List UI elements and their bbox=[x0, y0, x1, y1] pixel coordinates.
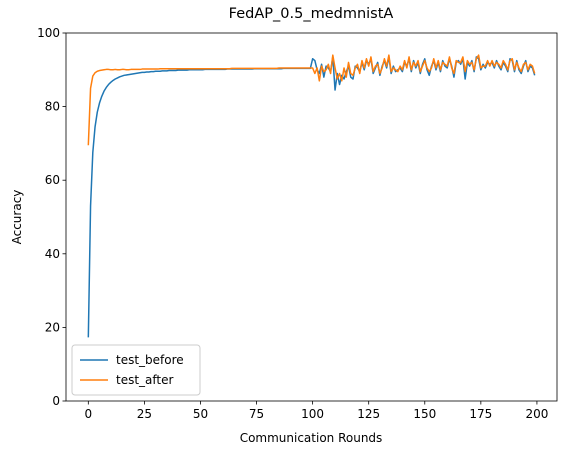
chart-title: FedAP_0.5_medmnistA bbox=[229, 6, 394, 22]
y-tick-label: 80 bbox=[45, 100, 60, 114]
line-series bbox=[87, 56, 536, 338]
y-axis-label: Accuracy bbox=[10, 190, 24, 245]
x-tick-label: 175 bbox=[469, 407, 492, 421]
legend-label: test_before bbox=[116, 353, 184, 367]
y-tick-label: 20 bbox=[45, 320, 60, 334]
y-tick-label: 0 bbox=[52, 394, 60, 408]
line-series bbox=[87, 54, 536, 146]
y-tick-label: 60 bbox=[45, 173, 60, 187]
x-tick-label: 0 bbox=[84, 407, 92, 421]
axes-frame bbox=[65, 32, 558, 402]
x-tick-label: 150 bbox=[413, 407, 436, 421]
legend-label: test_after bbox=[116, 373, 174, 387]
x-tick-label: 125 bbox=[357, 407, 380, 421]
x-tick-label: 50 bbox=[193, 407, 208, 421]
x-tick-label: 25 bbox=[137, 407, 152, 421]
legend-box bbox=[71, 344, 201, 396]
x-tick-label: 100 bbox=[301, 407, 324, 421]
legend: test_before test_after bbox=[71, 344, 201, 396]
y-tick-label: 100 bbox=[37, 26, 60, 40]
y-tick-label: 40 bbox=[45, 247, 60, 261]
x-tick-label: 200 bbox=[525, 407, 548, 421]
x-tick-label: 75 bbox=[249, 407, 264, 421]
x-axis-label: Communication Rounds bbox=[240, 431, 383, 445]
